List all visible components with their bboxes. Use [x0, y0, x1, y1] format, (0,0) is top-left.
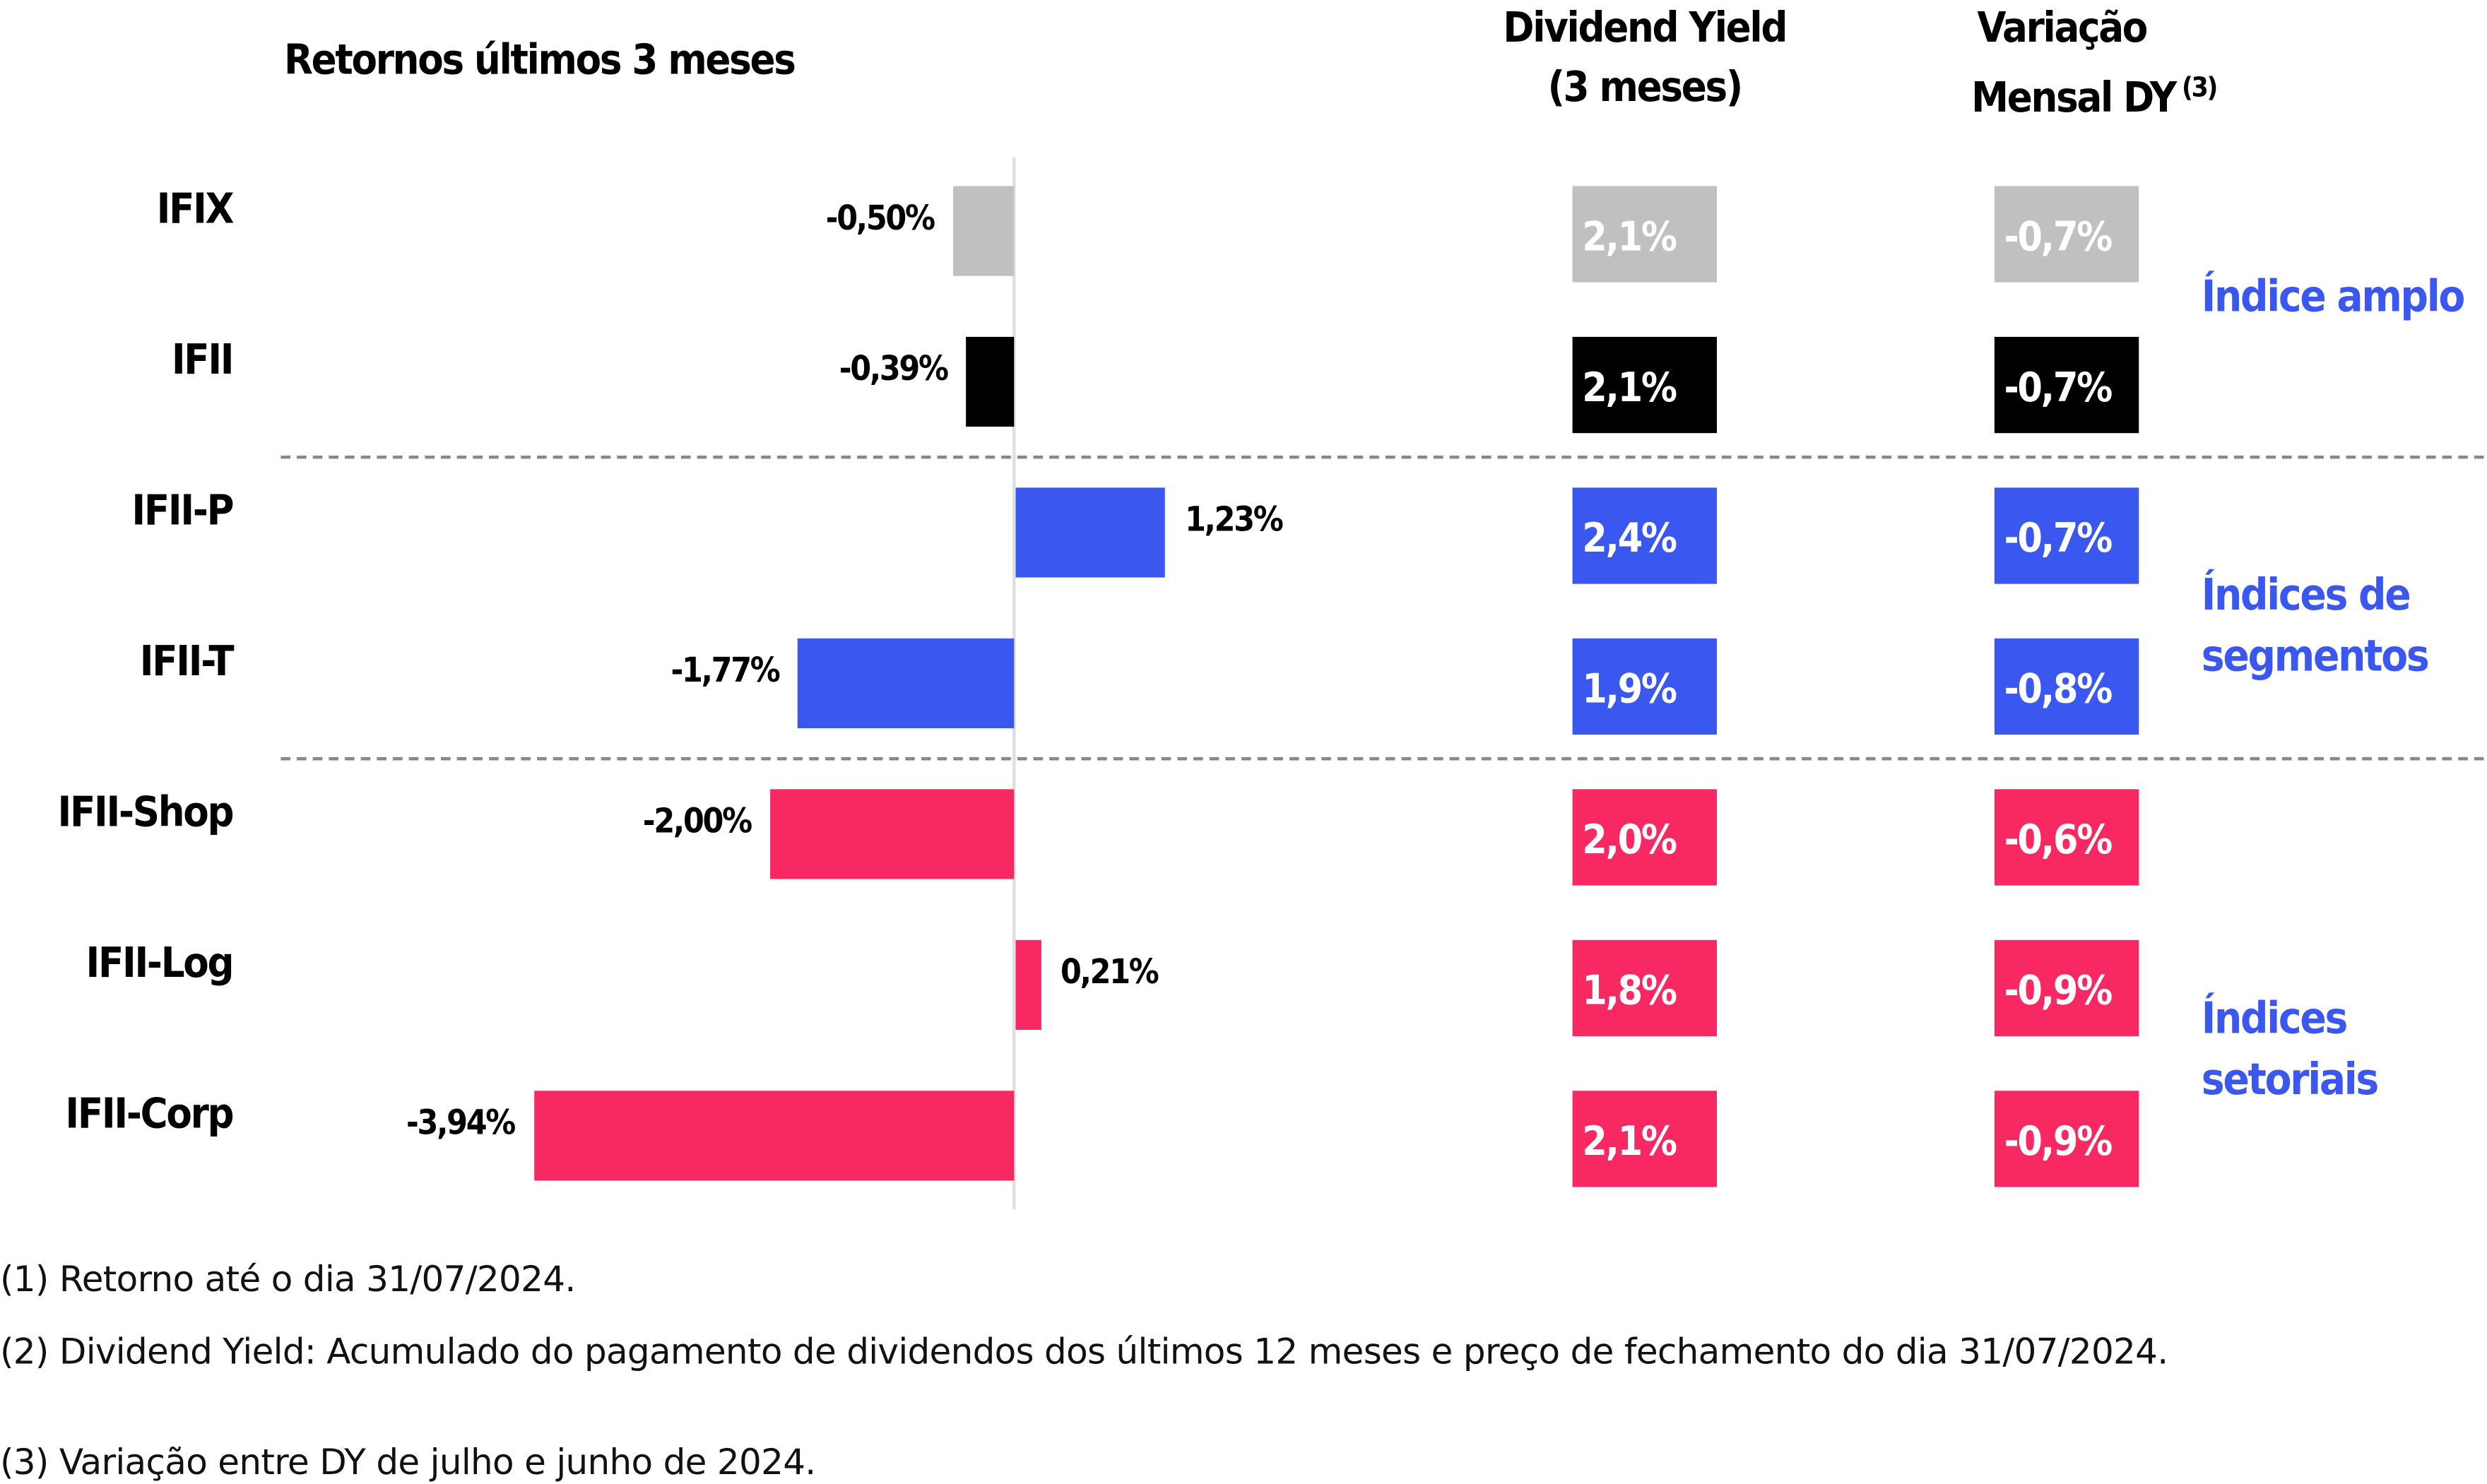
- dy-header-line2: (3 meses): [1547, 64, 1744, 112]
- group-label-line: Índice amplo: [2201, 273, 2466, 323]
- bar-ifii: [966, 336, 1015, 427]
- group-label-line: Índices de: [2201, 571, 2411, 621]
- var-header-line1: Variação: [1977, 4, 2148, 53]
- dy-header-line1: Dividend Yield: [1503, 4, 1788, 53]
- bar-ifii-p: [1015, 487, 1166, 578]
- var-box: -0,9%: [1994, 939, 2139, 1037]
- group-label-line: Índices: [2201, 995, 2349, 1045]
- bar-ifii-t: [798, 638, 1015, 729]
- var-box: -0,7%: [1994, 186, 2139, 283]
- footnote-1: (1) Retorno até o dia 31/07/2024.: [0, 1261, 576, 1301]
- bar-value-label: -3,94%: [406, 1103, 516, 1142]
- var-header-footnote: (3): [2181, 72, 2218, 105]
- category-label: IFIX: [156, 186, 235, 235]
- bar-ifii-log: [1015, 939, 1041, 1030]
- var-box: -0,9%: [1994, 1091, 2139, 1187]
- category-label: IFII: [171, 336, 235, 386]
- group-divider: [280, 455, 2484, 459]
- dy-header: Dividend Yield (3 meses): [1444, 0, 1845, 119]
- group-label-line: setoriais: [2201, 1055, 2379, 1105]
- footnote-2: (2) Dividend Yield: Acumulado do pagamen…: [0, 1333, 2168, 1373]
- bar-value-label: -0,50%: [825, 198, 935, 238]
- var-box: -0,7%: [1994, 487, 2139, 584]
- category-label: IFII-Log: [85, 939, 234, 988]
- dy-box: 2,1%: [1572, 1091, 1717, 1187]
- bar-ifix: [952, 186, 1015, 276]
- group-label-segments: Índices de segmentos: [2201, 566, 2430, 689]
- dy-box: 2,0%: [1572, 789, 1717, 886]
- dy-box: 2,4%: [1572, 487, 1717, 584]
- var-header: Variação Mensal DY (3): [1894, 0, 2295, 129]
- bar-value-label: -2,00%: [642, 802, 752, 841]
- bar-value-label: 0,21%: [1061, 952, 1159, 992]
- category-label: IFII-P: [131, 487, 234, 536]
- group-divider: [280, 756, 2484, 761]
- category-label: IFII-T: [139, 638, 235, 687]
- dy-box: 2,1%: [1572, 186, 1717, 283]
- bar-value-label: -1,77%: [671, 651, 780, 690]
- bar-value-label: 1,23%: [1185, 500, 1284, 540]
- dy-box: 1,8%: [1572, 939, 1717, 1037]
- zero-axis: [1012, 157, 1016, 1210]
- var-header-line2: Mensal DY (3): [1894, 59, 2295, 129]
- dy-box: 2,1%: [1572, 336, 1717, 434]
- bar-ifii-shop: [770, 789, 1015, 879]
- category-label: IFII-Corp: [65, 1091, 234, 1139]
- group-label-sectors: Índices setoriais: [2201, 990, 2379, 1112]
- bar-ifii-corp: [533, 1091, 1015, 1181]
- returns-header: Retornos últimos 3 meses: [283, 37, 796, 85]
- var-box: -0,6%: [1994, 789, 2139, 886]
- var-box: -0,8%: [1994, 638, 2139, 735]
- group-label-broad: Índice amplo: [2201, 268, 2466, 328]
- footnote-3: (3) Variação entre DY de julho e junho d…: [0, 1443, 816, 1484]
- var-box: -0,7%: [1994, 336, 2139, 434]
- bar-value-label: -0,39%: [839, 350, 949, 388]
- dy-box: 1,9%: [1572, 638, 1717, 735]
- group-label-line: segmentos: [2201, 631, 2430, 682]
- var-header-text: Mensal DY: [1971, 74, 2177, 124]
- category-label: IFII-Shop: [57, 789, 235, 838]
